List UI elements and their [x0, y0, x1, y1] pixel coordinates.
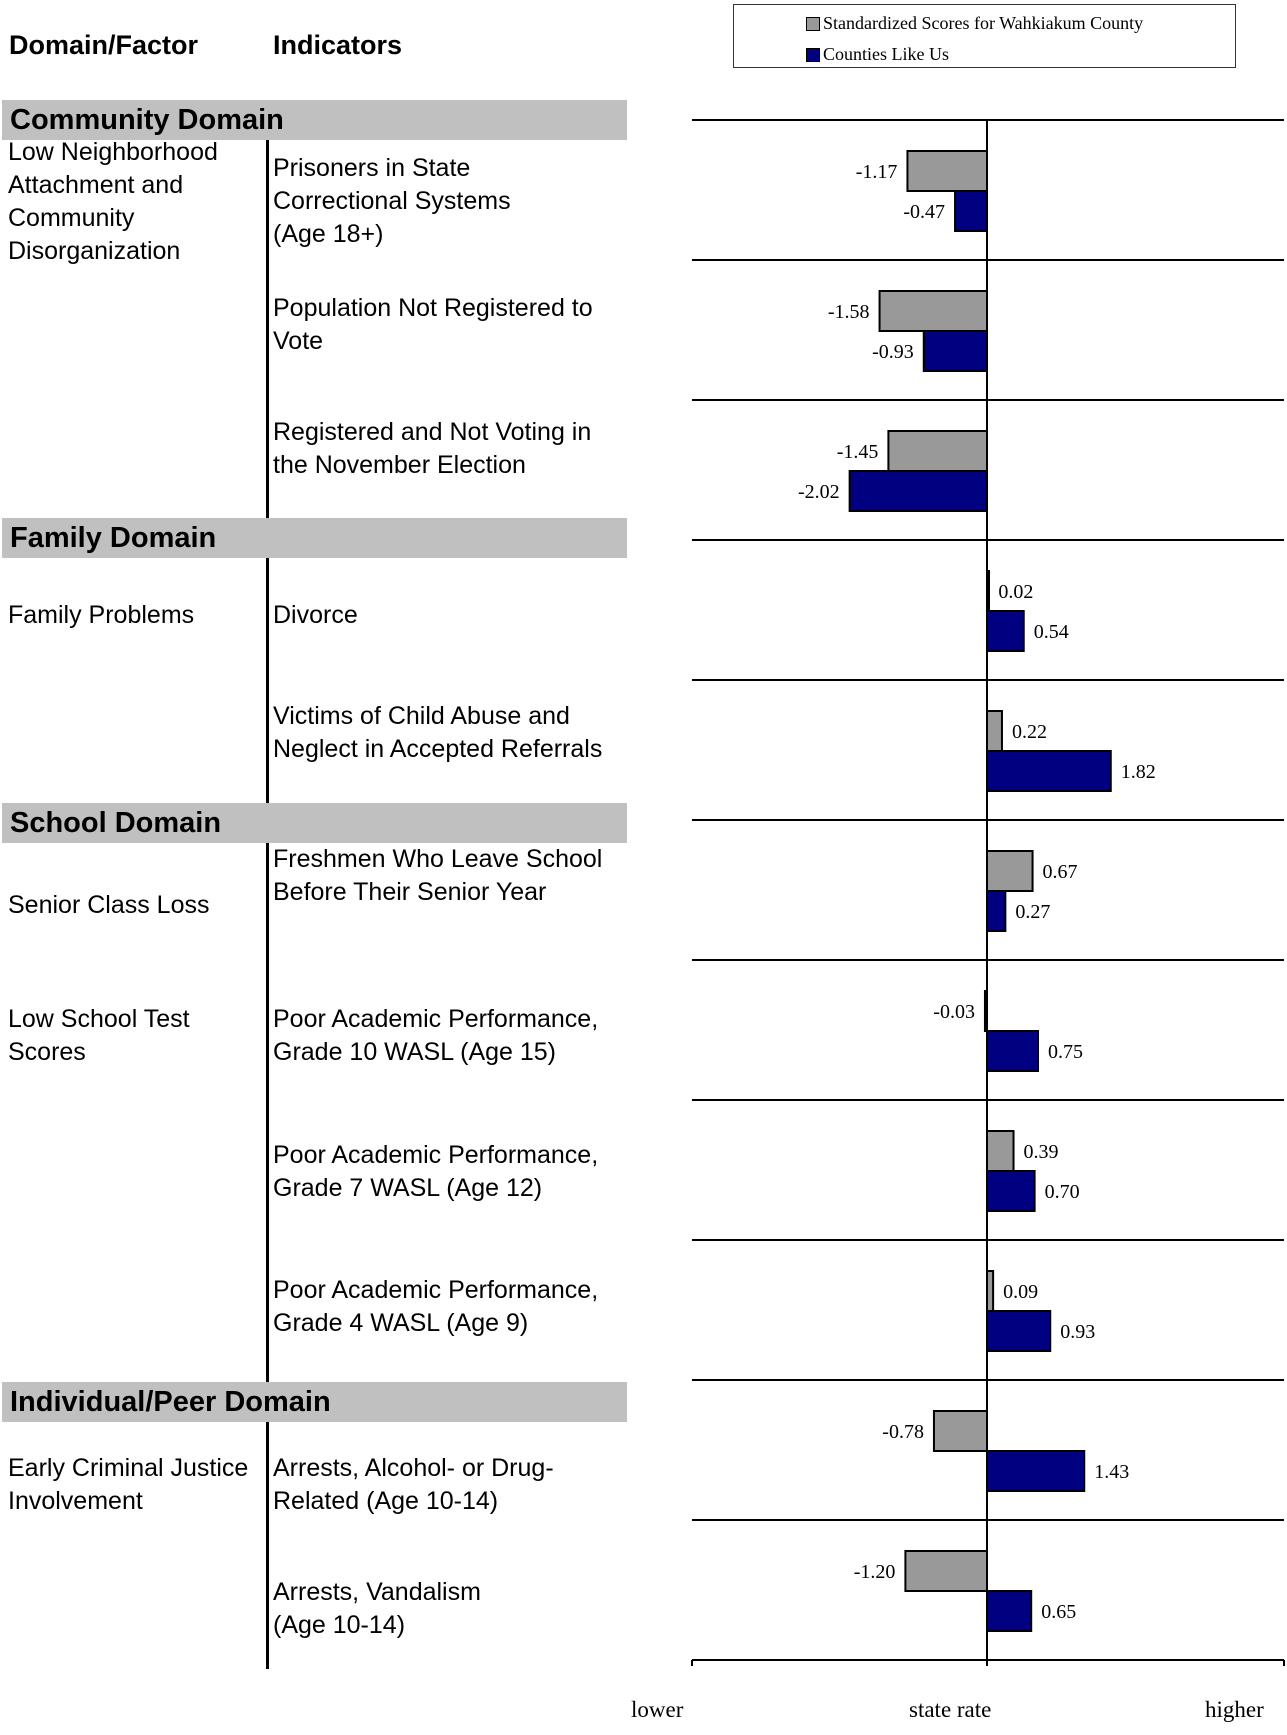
header-indicators: Indicators: [273, 30, 403, 60]
data-label: -0.47: [903, 201, 945, 223]
column-divider: [266, 558, 269, 803]
data-label: 0.65: [1041, 1601, 1076, 1623]
indicator-label: Arrests, Alcohol- or Drug- Related (Age …: [273, 1454, 554, 1515]
legend: Standardized Scores for Wahkiakum County…: [733, 4, 1236, 68]
bar-county: [887, 430, 989, 472]
indicator-label: Population Not Registered to Vote: [273, 294, 593, 355]
data-label: 1.82: [1121, 761, 1156, 783]
bar-peers: [954, 190, 988, 232]
bar-peers: [922, 330, 989, 372]
data-label: -0.03: [933, 1001, 975, 1023]
data-label: 0.02: [998, 581, 1033, 603]
bar-peers: [986, 1590, 1033, 1632]
column-divider: [266, 1422, 269, 1669]
bar-peers: [986, 610, 1025, 652]
legend-swatch-county: [806, 16, 820, 31]
bar-county: [906, 150, 988, 192]
legend-label-peers: Counties Like Us: [823, 44, 949, 64]
axis-label-higher: higher: [1205, 1697, 1264, 1722]
factor-label: Low Neighborhood Attachment and Communit…: [8, 138, 218, 265]
bar-county: [983, 990, 989, 1032]
indicator-label: Poor Academic Performance, Grade 7 WASL …: [273, 1141, 599, 1202]
bar-peers: [986, 750, 1112, 792]
bar-county: [904, 1550, 989, 1592]
factor-label: Early Criminal Justice Involvement: [8, 1454, 249, 1515]
data-label: 0.75: [1048, 1041, 1083, 1063]
domain-band-individual-peer: Individual/Peer Domain: [2, 1382, 627, 1422]
bar-peers: [986, 1450, 1086, 1492]
indicator-label: Divorce: [273, 601, 358, 629]
indicator-label: Prisoners in State Correctional Systems …: [273, 154, 511, 248]
domain-band-family: Family Domain: [2, 518, 627, 558]
data-label: 1.43: [1094, 1461, 1129, 1483]
indicator-label: Registered and Not Voting in the Novembe…: [273, 418, 592, 479]
data-label: 0.09: [1003, 1281, 1038, 1303]
indicator-label: Victims of Child Abuse and Neglect in Ac…: [273, 702, 603, 763]
domain-band-school: School Domain: [2, 803, 627, 843]
data-label: 0.70: [1045, 1181, 1080, 1203]
bar-county: [932, 1410, 989, 1452]
bar-county: [986, 850, 1034, 892]
data-label: -1.45: [837, 441, 879, 463]
bar-peers: [986, 890, 1007, 932]
data-label: -0.93: [872, 341, 914, 363]
bar-peers: [986, 1310, 1052, 1352]
data-label: 0.67: [1043, 861, 1078, 883]
factor-label: Low School Test Scores: [8, 1005, 190, 1066]
data-label: 0.39: [1024, 1141, 1059, 1163]
bar-peers: [848, 470, 989, 512]
bar-peers: [986, 1030, 1039, 1072]
data-label: 0.93: [1060, 1321, 1095, 1343]
bar-peers: [986, 1170, 1036, 1212]
factor-label: Family Problems: [8, 601, 195, 629]
indicator-label: Poor Academic Performance, Grade 4 WASL …: [273, 1276, 599, 1337]
data-label: 0.22: [1012, 721, 1047, 743]
bar-county: [878, 290, 988, 332]
bar-county: [986, 1270, 995, 1312]
bar-county: [986, 710, 1003, 752]
legend-swatch-peers: [806, 47, 820, 62]
legend-item-peers: Counties Like Us: [806, 44, 949, 65]
data-label: 0.27: [1015, 901, 1050, 923]
factor-label: Senior Class Loss: [8, 891, 210, 919]
indicator-label: Poor Academic Performance, Grade 10 WASL…: [273, 1005, 599, 1066]
indicator-label: Freshmen Who Leave School Before Their S…: [273, 845, 603, 906]
data-label: -0.78: [882, 1421, 924, 1443]
column-divider: [266, 140, 269, 518]
data-label: 0.54: [1034, 621, 1069, 643]
legend-item-county: Standardized Scores for Wahkiakum County: [806, 13, 1143, 34]
header-domain-factor: Domain/Factor: [9, 30, 199, 60]
data-label: -1.20: [854, 1561, 896, 1583]
data-label: -1.58: [828, 301, 870, 323]
axis-label-lower: lower: [631, 1697, 684, 1722]
data-label: -1.17: [856, 161, 898, 183]
indicator-label: Arrests, Vandalism (Age 10-14): [273, 1578, 481, 1639]
axis-label-state-rate: state rate: [909, 1697, 992, 1722]
column-divider: [266, 843, 269, 1382]
data-label: -2.02: [798, 481, 840, 503]
bar-county: [986, 1130, 1015, 1172]
legend-label-county: Standardized Scores for Wahkiakum County: [823, 13, 1144, 33]
domain-band-community: Community Domain: [2, 100, 627, 140]
bar-county: [986, 570, 990, 612]
